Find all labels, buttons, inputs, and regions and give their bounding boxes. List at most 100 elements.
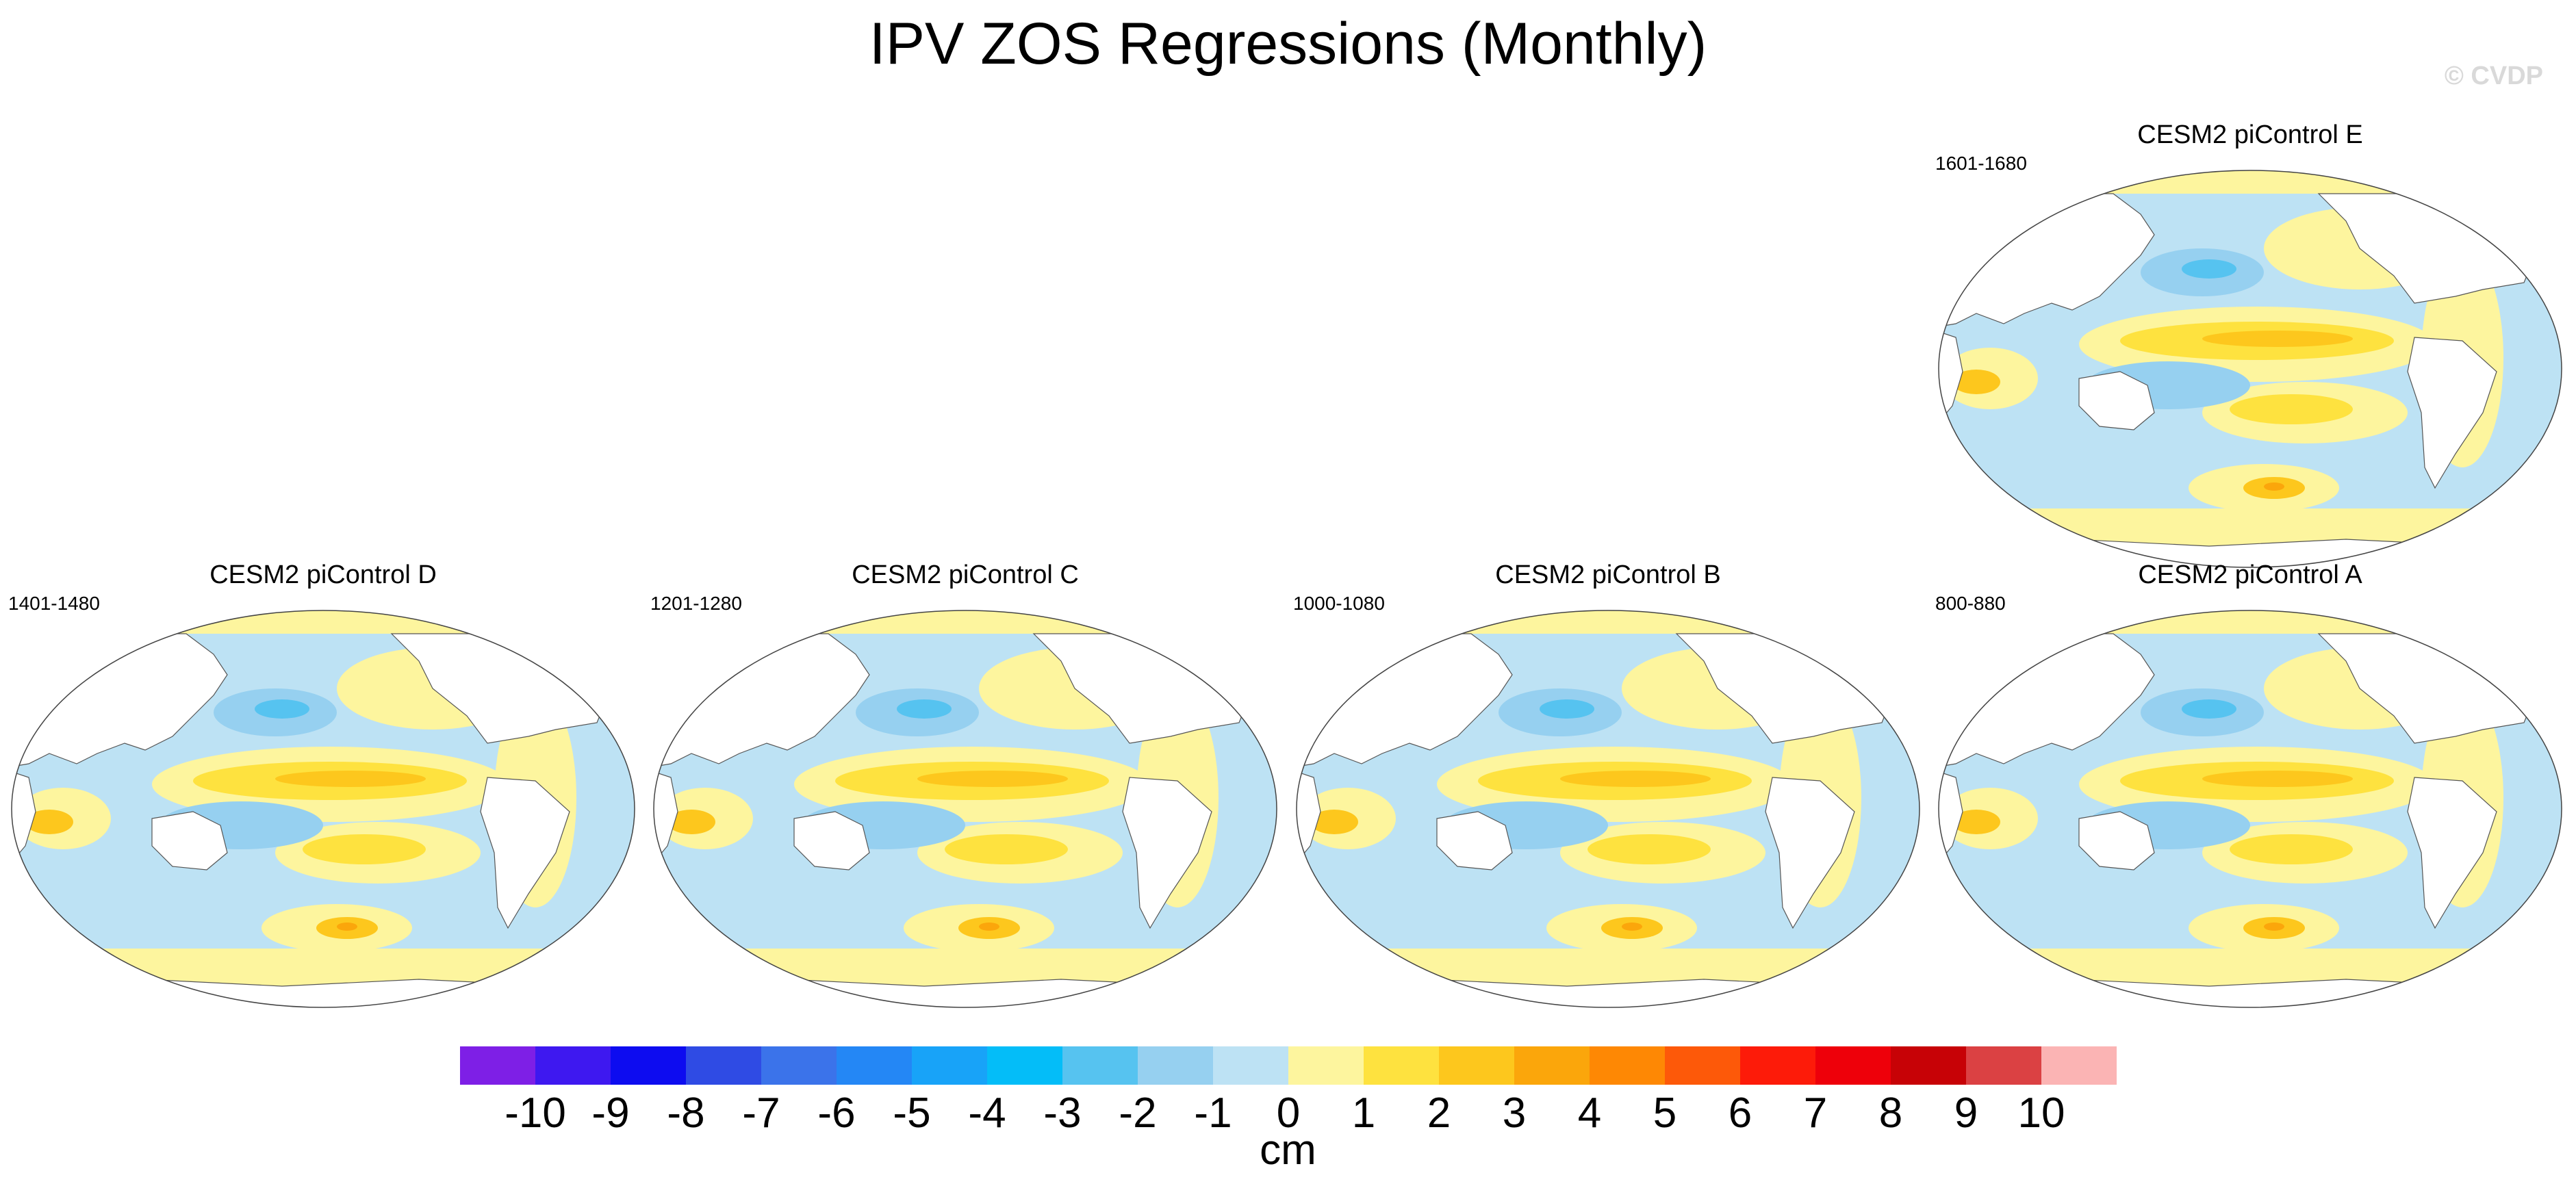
positive-anomaly [1952, 810, 2000, 834]
map-fill [1297, 610, 1920, 1007]
positive-anomaly [25, 810, 73, 834]
global-map [11, 610, 635, 1008]
colorbar-label: -10 [505, 1090, 566, 1137]
positive-anomaly [945, 834, 1068, 864]
colorbar-swatch [2041, 1046, 2117, 1085]
map-outline [1938, 610, 2562, 1008]
map-outline [1296, 610, 1920, 1008]
positive-anomaly [1560, 771, 1711, 787]
positive-anomaly [275, 771, 426, 787]
colorbar-label: 0 [1276, 1090, 1301, 1137]
colorbar-swatch [686, 1046, 761, 1085]
negative-anomaly [2182, 259, 2236, 279]
positive-anomaly [2202, 771, 2353, 787]
landmass-south-america [2407, 777, 2497, 929]
panel-title: CESM2 piControl B [1495, 560, 1721, 589]
colorbar-label: 1 [1351, 1090, 1376, 1137]
colorbar-swatch [1891, 1046, 1966, 1085]
panel-piControl-A: CESM2 piControl A 800-880 [1935, 560, 2565, 1011]
colorbar-label: 4 [1577, 1090, 1602, 1137]
negative-anomaly [897, 699, 952, 719]
positive-anomaly [2264, 923, 2284, 931]
landmass-south-america [480, 777, 570, 929]
positive-anomaly [1310, 810, 1358, 834]
panel-years: 1401-1480 [8, 593, 100, 614]
positive-anomaly [917, 771, 1068, 787]
colorbar-label: 8 [1878, 1090, 1903, 1137]
positive-anomaly [2202, 331, 2353, 347]
colorbar-swatch [611, 1046, 686, 1085]
colorbar-label: 7 [1803, 1090, 1828, 1137]
colorbar-label: 3 [1502, 1090, 1527, 1137]
positive-anomaly [1587, 834, 1711, 864]
negative-anomaly [1540, 699, 1594, 719]
colorbar-swatch [837, 1046, 912, 1085]
cvdp-credit: © CVDP [2444, 62, 2543, 90]
colorbar-swatch [1665, 1046, 1740, 1085]
figure-title: IPV ZOS Regressions (Monthly) [869, 11, 1707, 77]
colorbar-label: 5 [1653, 1090, 1677, 1137]
colorbar-label: 9 [1954, 1090, 1978, 1137]
panel-title: CESM2 piControl A [2138, 560, 2362, 589]
colorbar-swatch [1364, 1046, 1439, 1085]
colorbar-swatch [1138, 1046, 1213, 1085]
landmass-australia [151, 811, 228, 871]
landmass-australia [2078, 811, 2155, 871]
colorbar-labels: -10 -9 -8 -7 -6 -5 -4 -3 -2 -1 0 1 2 3 4 5 6 7 8 9 10 [460, 1088, 2117, 1143]
colorbar-label: -9 [591, 1090, 630, 1137]
colorbar-label: -8 [667, 1090, 705, 1137]
panel-title: CESM2 piControl C [852, 560, 1079, 589]
global-map [1938, 610, 2562, 1008]
positive-anomaly [303, 834, 426, 864]
map-outline [1938, 170, 2562, 568]
landmass-australia [1436, 811, 1513, 871]
map-outline [11, 610, 635, 1008]
colorbar-label: -1 [1194, 1090, 1232, 1137]
map-fill [1939, 610, 2562, 1007]
panel-title: CESM2 piControl E [2137, 120, 2363, 149]
colorbar-swatch [1213, 1046, 1288, 1085]
landmass-antarctica [654, 979, 1277, 1007]
colorbar-label: -4 [968, 1090, 1006, 1137]
global-map [1938, 170, 2562, 568]
landmass-antarctica [1297, 979, 1920, 1007]
landmass-australia [2078, 371, 2155, 430]
positive-anomaly [667, 810, 715, 834]
positive-anomaly [979, 923, 999, 931]
panel-piControl-B: CESM2 piControl B 1000-1080 [1293, 560, 1923, 1011]
global-map [1296, 610, 1920, 1008]
colorbar-swatch [1590, 1046, 1665, 1085]
colorbar-label: -3 [1043, 1090, 1082, 1137]
panel-years: 800-880 [1935, 593, 2006, 614]
colorbar-swatch [1288, 1046, 1364, 1085]
positive-anomaly [2264, 482, 2284, 491]
colorbar [460, 1046, 2117, 1085]
colorbar-swatch [912, 1046, 987, 1085]
positive-anomaly [1952, 370, 2000, 394]
colorbar-label: -6 [817, 1090, 856, 1137]
colorbar-label: -5 [893, 1090, 931, 1137]
colorbar-swatch [987, 1046, 1062, 1085]
landmass-south-america [2407, 337, 2497, 489]
colorbar-label: 6 [1728, 1090, 1752, 1137]
map-fill [12, 610, 635, 1007]
panel-years: 1000-1080 [1293, 593, 1385, 614]
landmass-antarctica [1939, 979, 2562, 1007]
landmass-antarctica [12, 979, 635, 1007]
negative-anomaly [255, 699, 309, 719]
landmass-south-america [1122, 777, 1212, 929]
map-fill [654, 610, 1277, 1007]
global-map [653, 610, 1277, 1008]
colorbar-label: 2 [1427, 1090, 1451, 1137]
colorbar-swatch [1439, 1046, 1514, 1085]
colorbar-swatch [460, 1046, 535, 1085]
colorbar-swatch [1740, 1046, 1815, 1085]
colorbar-swatch [1514, 1046, 1590, 1085]
landmass-australia [793, 811, 870, 871]
panel-years: 1201-1280 [650, 593, 742, 614]
panel-piControl-E: CESM2 piControl E 1601-1680 [1935, 120, 2565, 571]
colorbar-label: -2 [1119, 1090, 1157, 1137]
panel-years: 1601-1680 [1935, 153, 2027, 174]
colorbar-swatch [1815, 1046, 1891, 1085]
map-outline [653, 610, 1277, 1008]
